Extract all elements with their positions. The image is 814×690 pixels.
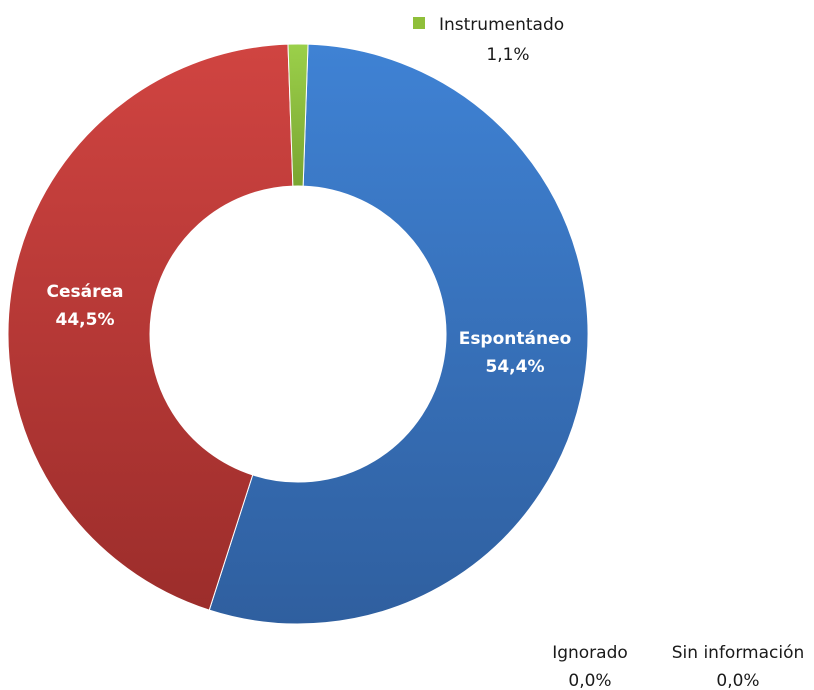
slice-label-espontaneo: Espontáneo [459,329,572,349]
slice-value-instrumentado: 1,1% [486,45,529,65]
slice-value-sin-informacion: 0,0% [716,671,759,690]
legend-swatch-instrumentado [413,17,425,29]
donut-slice-instrumentado [287,43,309,187]
donut-slice-cesarea [7,43,294,611]
slice-value-espontaneo: 54,4% [486,357,545,377]
slice-label-ignorado: Ignorado [552,643,628,663]
slice-value-cesarea: 44,5% [56,310,115,330]
slice-label-cesarea: Cesárea [47,282,124,302]
slice-label-sin-informacion: Sin información [672,643,805,663]
donut-slice-espontaneo [208,43,589,625]
slice-label-instrumentado: Instrumentado [439,15,564,35]
slice-value-ignorado: 0,0% [568,671,611,690]
